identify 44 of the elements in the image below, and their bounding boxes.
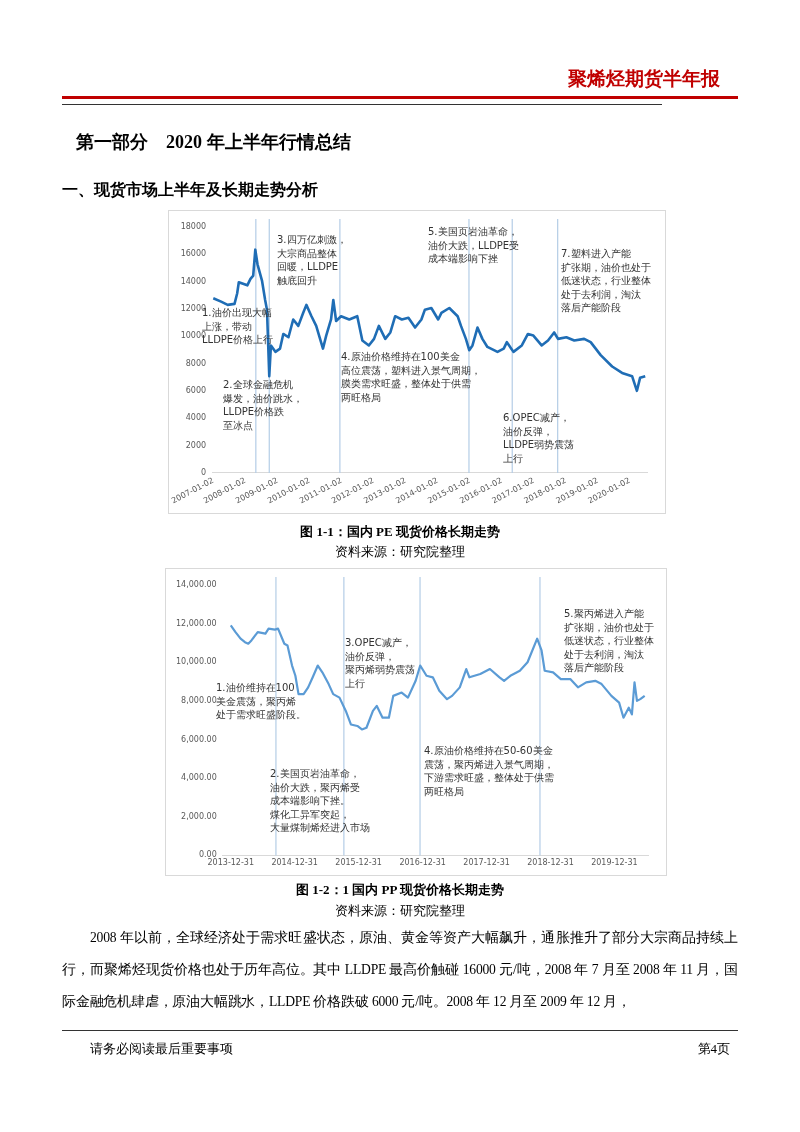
text: 请务必阅读最后重要事项	[90, 1040, 233, 1058]
text: 2008 年以前，全球经济处于需求旺盛状态，原油、黄金等资产大幅飙升，通胀推升了部分大宗商品持续上行，而聚烯烃现货价格也处于历年高位。其中 LLDPE 最高价触碰 16000 元/吨，2008 年 7 月至 2008 年 11 月，国际金融危机肆虐，原油大幅跳水，LLDPE 价格跌破 6000 元/吨。2008 年 12 月至 2009 年 12 月，	[62, 930, 738, 1009]
y-tick-label: 4,000.00	[181, 773, 217, 783]
text: 资料来源：研究院整理	[334, 902, 466, 920]
annotation: 7.塑料进入产能扩张期，油价也处于低迷状态，行业整体处于去利润，淘汰落后产能阶段	[561, 248, 651, 313]
text: 图 1-1：国内 PE 现货价格长期走势	[299, 523, 501, 541]
annotation: 2.全球金融危机爆发，油价跳水，LLDPE价格跌至冰点	[223, 379, 303, 431]
y-tick-label: 2,000.00	[181, 811, 217, 821]
y-tick-label: 14,000.00	[176, 580, 217, 590]
text: 资料来源：研究院整理	[334, 543, 466, 561]
y-tick-label: 12,000.00	[176, 618, 217, 628]
y-tick-label: 8000	[185, 358, 207, 368]
y-tick-label: 10,000.00	[176, 657, 217, 667]
annotation: 1.油价维持在100美金震荡，聚丙烯处于需求旺盛阶段。	[216, 682, 306, 720]
y-tick-label: 8,000.00	[181, 695, 217, 705]
x-tick-label: 2019-12-31	[591, 858, 638, 868]
text: 聚烯烃期货半年报	[567, 67, 720, 91]
annotation: 5.美国页岩油革命，油价大跌，LLDPE受成本端影响下挫	[428, 226, 520, 264]
y-tick-label: 18000	[180, 222, 207, 232]
y-tick-label: 0	[201, 467, 207, 477]
text: 第4页	[696, 1040, 730, 1058]
annotation: 6.OPEC减产，油价反弹，LLDPE弱势震荡上行	[503, 412, 575, 464]
y-tick-label: 0.00	[198, 850, 217, 860]
y-tick-label: 6,000.00	[181, 734, 217, 744]
annotation: 4.原油价格维持在100美金高位震荡，塑料进入景气周期，膜类需求旺盛，整体处于供需两旺格局	[341, 351, 481, 403]
y-tick-label: 4000	[185, 413, 207, 423]
annotation: 4.原油价格维持在50-60美金震荡，聚丙烯进入景气周期，下游需求旺盛，整体处于供需两旺格局	[424, 745, 554, 797]
x-tick-label: 2016-12-31	[399, 858, 446, 868]
y-tick-label: 6000	[185, 386, 207, 396]
x-tick-label: 2014-12-31	[271, 858, 318, 868]
x-tick-label: 2017-12-31	[463, 858, 510, 868]
annotation: 2.美国页岩油革命，油价大跌，聚丙烯受成本端影响下挫。煤化工异军突起，大量煤制烯烃进入市场	[270, 768, 370, 833]
y-tick-label: 16000	[180, 249, 207, 259]
annotation: 5.聚丙烯进入产能扩张期，油价也处于低迷状态，行业整体处于去利润，淘汰落后产能阶段	[564, 608, 654, 673]
annotation: 3.OPEC减产，油价反弹，聚丙烯弱势震荡上行	[345, 637, 415, 689]
y-tick-label: 14000	[180, 276, 207, 286]
text: 第一部分 2020 年上半年行情总结	[76, 131, 351, 154]
y-tick-label: 2000	[185, 440, 207, 450]
annotation: 3.四万亿刺激，大宗商品整体回暖，LLDPE触底回升	[277, 234, 347, 286]
x-tick-label: 2018-12-31	[527, 858, 574, 868]
x-tick-label: 2013-12-31	[207, 858, 255, 868]
text: 图 1-2：1 国内 PP 现货价格长期走势	[295, 881, 505, 899]
text: 一、现货市场上半年及长期走势分析	[62, 180, 318, 201]
x-tick-label: 2015-12-31	[335, 858, 382, 868]
